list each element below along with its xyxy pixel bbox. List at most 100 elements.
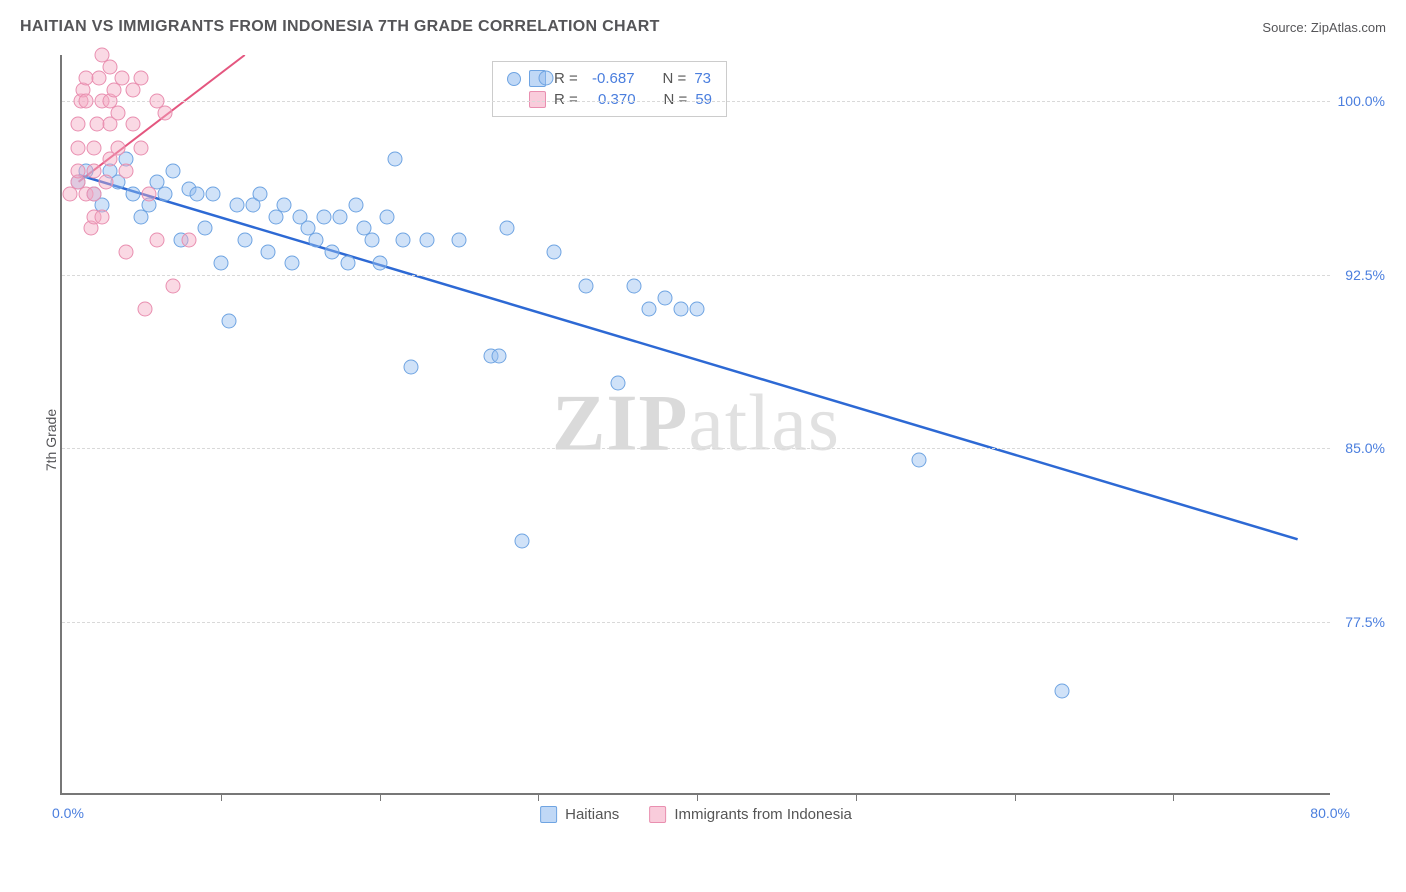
data-point [166, 279, 181, 294]
data-point [102, 59, 117, 74]
data-point [491, 348, 506, 363]
data-point [158, 186, 173, 201]
legend-row-indonesia: R = 0.370 N = 59 [507, 89, 712, 110]
data-point [150, 233, 165, 248]
data-point [348, 198, 363, 213]
data-point [237, 233, 252, 248]
data-point [110, 105, 125, 120]
data-point [277, 198, 292, 213]
data-point [70, 117, 85, 132]
data-point [137, 302, 152, 317]
data-point [142, 186, 157, 201]
chart-title: HAITIAN VS IMMIGRANTS FROM INDONESIA 7TH… [20, 18, 660, 36]
data-point [205, 186, 220, 201]
data-point [197, 221, 212, 236]
data-point [94, 209, 109, 224]
data-point [690, 302, 705, 317]
data-point [420, 233, 435, 248]
data-point [126, 117, 141, 132]
data-point [388, 152, 403, 167]
data-point [134, 140, 149, 155]
data-point [578, 279, 593, 294]
data-point [166, 163, 181, 178]
data-point [213, 256, 228, 271]
data-point [78, 94, 93, 109]
source-link[interactable]: ZipAtlas.com [1311, 20, 1386, 35]
data-point [126, 186, 141, 201]
chart-area: 7th Grade ZIPatlas R = -0.687 N = 73 R =… [60, 55, 1380, 825]
y-axis-label: 7th Grade [43, 409, 59, 471]
n-value: 73 [694, 70, 711, 87]
data-point [340, 256, 355, 271]
gridline [62, 101, 1330, 102]
data-point [912, 452, 927, 467]
x-tick [1173, 793, 1174, 801]
legend-item-indonesia: Immigrants from Indonesia [649, 806, 852, 823]
data-point [118, 244, 133, 259]
r-value: 0.370 [592, 91, 636, 108]
data-point [86, 163, 101, 178]
data-point [1055, 683, 1070, 698]
data-point [86, 140, 101, 155]
data-point [134, 71, 149, 86]
scatter-plot: ZIPatlas R = -0.687 N = 73 R = 0.370 N =… [60, 55, 1330, 795]
x-min-label: 0.0% [52, 805, 84, 821]
data-point [253, 186, 268, 201]
data-point [118, 163, 133, 178]
data-point [91, 71, 106, 86]
y-tick-label: 77.5% [1345, 614, 1385, 630]
data-point [324, 244, 339, 259]
data-point [658, 290, 673, 305]
data-point [610, 376, 625, 391]
x-tick [221, 793, 222, 801]
gridline [62, 275, 1330, 276]
data-point [316, 209, 331, 224]
data-point [380, 209, 395, 224]
x-max-label: 80.0% [1310, 805, 1350, 821]
data-point [221, 313, 236, 328]
data-point [396, 233, 411, 248]
data-point [364, 233, 379, 248]
data-point [547, 244, 562, 259]
watermark: ZIPatlas [552, 379, 840, 470]
data-point [70, 140, 85, 155]
swatch-icon [540, 806, 557, 823]
x-tick [538, 793, 539, 801]
swatch-icon [649, 806, 666, 823]
series-legend: Haitians Immigrants from Indonesia [540, 806, 852, 823]
data-point [515, 533, 530, 548]
gridline [62, 448, 1330, 449]
data-point [332, 209, 347, 224]
data-point [626, 279, 641, 294]
x-tick [380, 793, 381, 801]
data-point [285, 256, 300, 271]
data-point [110, 140, 125, 155]
data-point [372, 256, 387, 271]
data-point [499, 221, 514, 236]
data-point [404, 360, 419, 375]
trend-lines [62, 55, 1330, 793]
data-point [309, 233, 324, 248]
data-point [86, 186, 101, 201]
data-point [261, 244, 276, 259]
correlation-legend: R = -0.687 N = 73 R = 0.370 N = 59 [492, 61, 727, 117]
x-tick [856, 793, 857, 801]
data-point [182, 233, 197, 248]
data-point [99, 175, 114, 190]
swatch-icon [529, 91, 546, 108]
marker-icon [507, 72, 521, 86]
data-point [674, 302, 689, 317]
trend-line [79, 175, 1298, 539]
data-point [189, 186, 204, 201]
data-point [158, 105, 173, 120]
data-point [229, 198, 244, 213]
gridline [62, 622, 1330, 623]
n-value: 59 [695, 91, 712, 108]
data-point [451, 233, 466, 248]
data-point [539, 71, 554, 86]
data-point [70, 163, 85, 178]
x-tick [1015, 793, 1016, 801]
source-attribution: Source: ZipAtlas.com [1262, 20, 1386, 35]
y-tick-label: 100.0% [1338, 93, 1385, 109]
legend-item-haitians: Haitians [540, 806, 619, 823]
